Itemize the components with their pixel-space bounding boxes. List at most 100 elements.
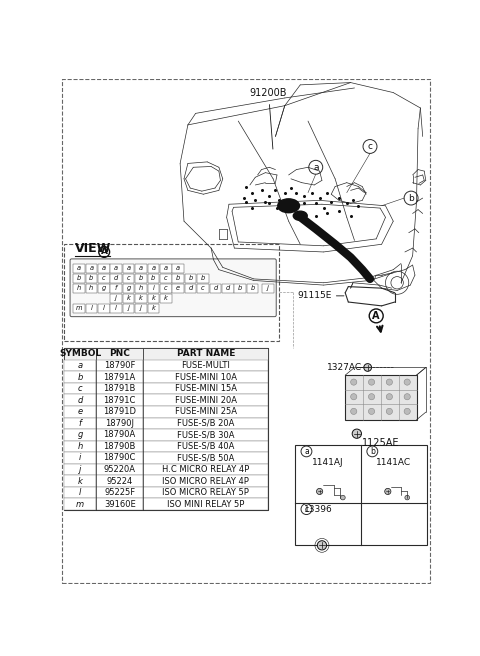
Bar [160,274,172,283]
Bar [143,417,268,429]
Text: FUSE-S/B 30A: FUSE-S/B 30A [177,430,234,440]
Text: a: a [78,361,83,370]
Text: a: a [176,265,180,271]
Bar [147,274,159,283]
Text: f: f [115,285,118,291]
Text: PART NAME: PART NAME [177,350,235,358]
Bar [64,441,96,452]
Text: A: A [101,247,108,256]
Bar [247,283,258,293]
Bar [64,383,96,394]
Bar [143,359,268,371]
Text: 39160E: 39160E [104,500,135,508]
Text: 95224: 95224 [107,476,133,485]
Bar [64,406,96,417]
Bar [135,274,147,283]
Bar [123,283,134,293]
Bar [143,394,268,406]
Bar [96,406,143,417]
Text: b: b [201,275,205,281]
Text: k: k [127,295,131,301]
Bar [85,264,97,273]
Text: 18790B: 18790B [104,442,136,451]
Bar [143,371,268,383]
Text: d: d [213,285,217,291]
Bar [98,274,109,283]
Text: 91200B: 91200B [249,88,287,98]
Text: a: a [127,265,131,271]
Text: j: j [267,285,269,291]
Bar [143,499,268,510]
Text: j: j [79,465,81,474]
Text: FUSE-MULTI: FUSE-MULTI [181,361,230,370]
Bar [96,394,143,406]
Text: l: l [115,305,117,311]
Text: d: d [189,285,192,291]
Text: f: f [79,419,82,428]
Circle shape [404,379,410,385]
Bar [64,348,268,510]
Text: b: b [176,275,180,281]
Text: i: i [79,453,81,462]
Text: ISO MINI RELAY 5P: ISO MINI RELAY 5P [167,500,244,508]
Bar [85,274,97,283]
Text: h: h [139,285,143,291]
Bar [110,264,122,273]
Bar [96,348,143,359]
Bar [96,487,143,499]
Bar [135,264,147,273]
Text: g: g [126,285,131,291]
Text: 18791C: 18791C [104,396,136,405]
Text: b: b [408,194,414,203]
Circle shape [316,488,323,495]
Circle shape [385,488,391,495]
Bar [147,264,159,273]
Bar [135,304,147,313]
Bar [172,274,184,283]
Text: l: l [79,488,81,497]
Bar [143,464,268,475]
Bar [143,475,268,487]
Text: d: d [77,396,83,405]
Text: k: k [152,295,156,301]
Bar [85,304,97,313]
Text: m: m [76,500,84,508]
Bar [64,487,96,499]
Bar [96,383,143,394]
Bar [210,283,221,293]
Circle shape [386,408,393,415]
Text: j: j [140,305,142,311]
Bar [64,475,96,487]
Text: SYMBOL: SYMBOL [59,350,101,358]
Bar [143,441,268,452]
Bar [123,304,134,313]
Text: k: k [139,295,143,301]
Text: b: b [151,275,156,281]
Circle shape [404,394,410,400]
Text: ISO MICRO RELAY 5P: ISO MICRO RELAY 5P [162,488,249,497]
Text: a: a [139,265,143,271]
Bar [234,283,246,293]
Bar [147,304,159,313]
Text: g: g [77,430,83,440]
Circle shape [405,495,409,500]
Text: FUSE-MINI 10A: FUSE-MINI 10A [175,373,237,382]
Bar [96,475,143,487]
Circle shape [350,394,357,400]
Text: c: c [164,285,168,291]
Bar [73,283,85,293]
Bar [147,293,159,303]
Circle shape [386,394,393,400]
Text: b: b [251,285,255,291]
Text: h: h [89,285,94,291]
Text: 1125AE: 1125AE [362,438,399,448]
Text: 18791A: 18791A [104,373,136,382]
Bar [96,441,143,452]
Text: b: b [139,275,143,281]
Circle shape [350,408,357,415]
Bar [123,274,134,283]
Bar [143,429,268,441]
Text: FUSE-S/B 20A: FUSE-S/B 20A [177,419,234,428]
Text: l: l [90,305,92,311]
Bar [96,452,143,464]
